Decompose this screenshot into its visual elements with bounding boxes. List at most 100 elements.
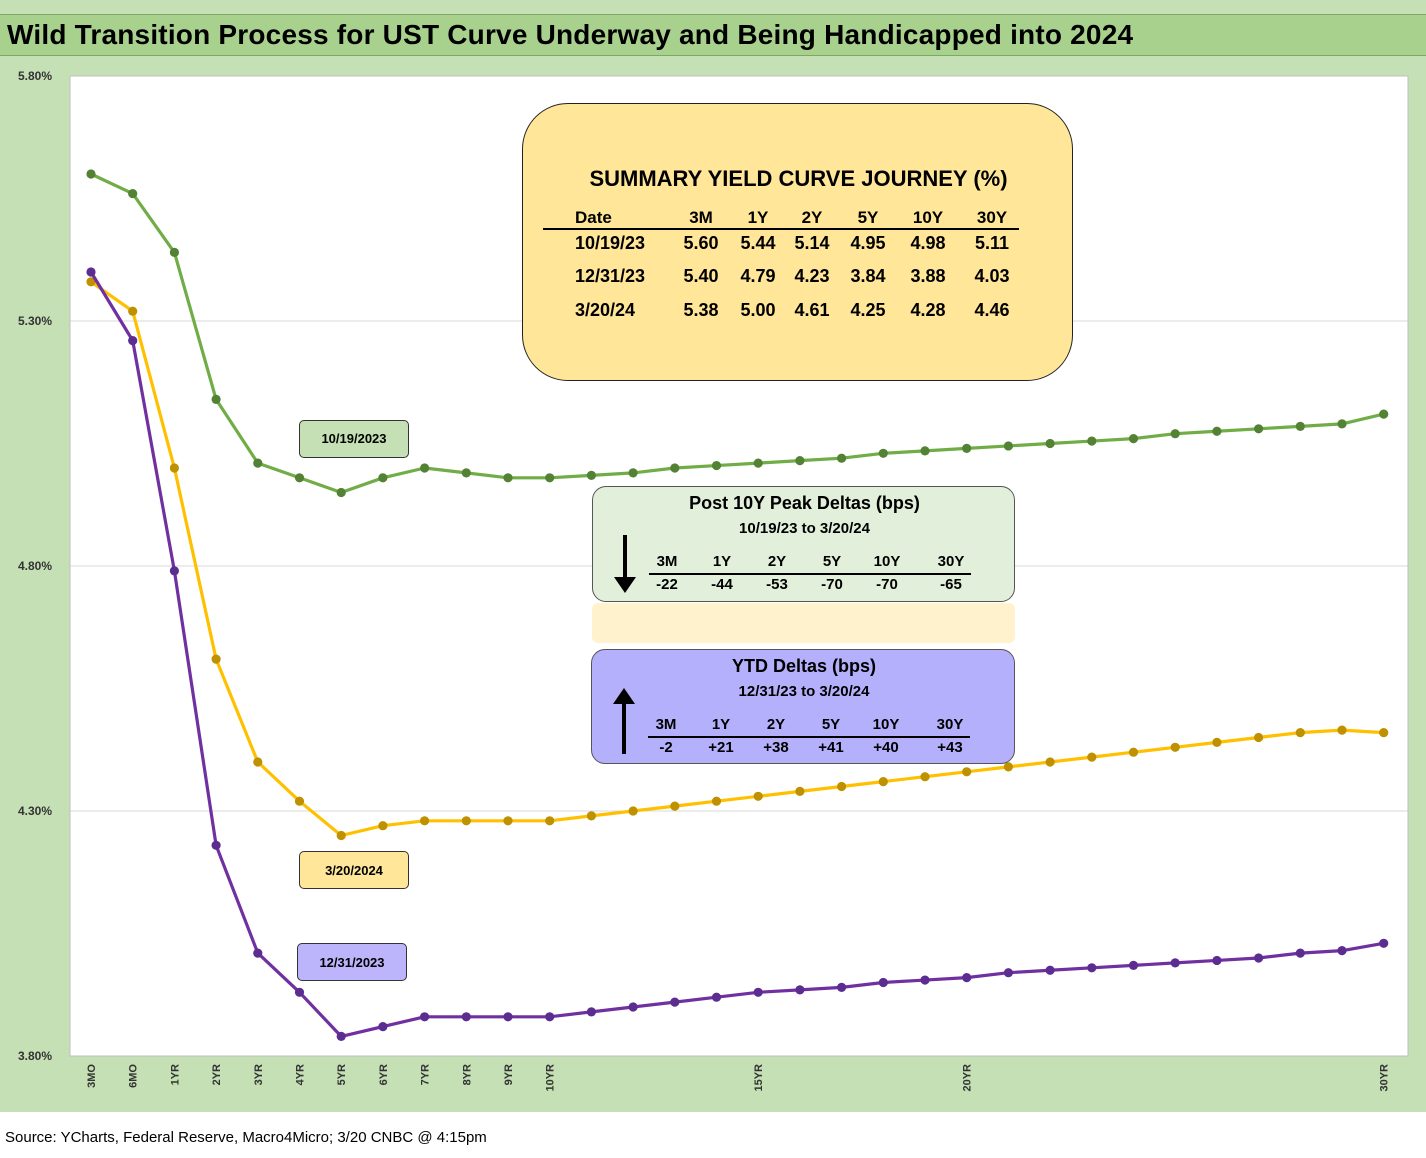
series-label-green-text: 10/19/2023 — [321, 431, 387, 446]
data-point — [711, 992, 722, 1002]
data-point — [503, 816, 513, 826]
data-point — [1128, 434, 1139, 444]
plot-border — [69, 75, 1409, 1057]
data-point — [1295, 948, 1305, 958]
data-point — [503, 1012, 513, 1022]
data-point — [1295, 728, 1305, 738]
peak-deltas-header: 1Y — [712, 553, 732, 570]
x-tick-label: 6MO — [128, 1064, 140, 1088]
summary-cell: 4.46 — [974, 300, 1010, 320]
data-point — [711, 460, 722, 471]
data-point — [962, 443, 972, 453]
data-point — [169, 247, 179, 257]
peak-deltas-title: Post 10Y Peak Deltas (bps) — [689, 493, 920, 513]
series-line-2 — [89, 271, 1384, 1039]
data-point — [169, 463, 179, 473]
data-point — [461, 816, 471, 826]
data-point — [545, 473, 555, 483]
data-point — [920, 772, 930, 782]
spacer-box — [592, 603, 1015, 643]
data-point — [336, 487, 346, 498]
data-point — [420, 1012, 430, 1022]
peak-deltas-header: 3M — [656, 553, 678, 570]
x-tick-label: 2YR — [211, 1064, 223, 1085]
x-tick-label: 4YR — [295, 1064, 307, 1085]
data-point — [753, 791, 763, 801]
data-point — [586, 1007, 597, 1017]
data-point — [211, 654, 221, 664]
data-point — [294, 796, 305, 806]
data-point — [128, 189, 138, 199]
data-point — [1254, 732, 1264, 743]
data-point — [1128, 747, 1139, 757]
data-point — [86, 277, 96, 287]
data-point — [1337, 725, 1347, 735]
peak-deltas-header-rule — [649, 573, 971, 575]
y-tick-label: 5.30% — [18, 314, 52, 328]
summary-header: Date — [575, 208, 612, 227]
ytd-deltas-header-rule — [648, 736, 970, 738]
x-tick-label: 6YR — [378, 1064, 390, 1085]
data-point — [837, 781, 847, 792]
data-point — [420, 816, 430, 826]
ytd-deltas-value: +38 — [763, 739, 789, 756]
series-line-1 — [90, 280, 1384, 838]
summary-cell: 4.03 — [974, 266, 1010, 286]
x-tick-label: 5YR — [336, 1064, 348, 1085]
ytd-deltas-value: +40 — [873, 739, 899, 756]
data-point — [962, 973, 972, 983]
title-bar: Wild Transition Process for UST Curve Un… — [0, 14, 1426, 56]
data-point — [628, 806, 638, 816]
data-point — [253, 757, 263, 767]
data-point — [211, 840, 221, 850]
series-label-green: 10/19/2023 — [299, 420, 409, 458]
x-tick-label: 10YR — [545, 1064, 557, 1092]
data-point — [1087, 752, 1097, 762]
data-point — [1170, 742, 1180, 752]
data-point — [86, 169, 96, 179]
chart-title: Wild Transition Process for UST Curve Un… — [7, 19, 1134, 50]
summary-header: 1Y — [747, 208, 769, 227]
summary-cell: 12/31/23 — [575, 266, 646, 286]
summary-cell: 5.38 — [683, 300, 719, 320]
data-point — [253, 458, 263, 468]
y-tick-label: 5.80% — [18, 69, 52, 83]
peak-deltas-header: 5Y — [822, 553, 842, 570]
data-point — [1379, 938, 1389, 948]
source-note: Source: YCharts, Federal Reserve, Macro4… — [5, 1129, 487, 1146]
series-label-yellow-text: 3/20/2024 — [325, 863, 383, 878]
data-point — [420, 463, 430, 473]
data-point — [1295, 421, 1305, 431]
data-point — [211, 394, 221, 404]
data-point — [628, 468, 638, 478]
data-point — [878, 977, 888, 988]
data-point — [670, 463, 680, 473]
y-tick-label: 4.30% — [18, 804, 52, 818]
data-point — [545, 816, 555, 826]
summary-cell: 3.84 — [850, 266, 886, 286]
summary-cell: 5.60 — [683, 233, 719, 253]
data-point — [1045, 757, 1055, 767]
ytd-deltas-value: -2 — [659, 739, 673, 756]
data-point — [878, 777, 888, 787]
summary-cell: 5.11 — [974, 233, 1010, 253]
ytd-deltas-subtitle: 12/31/23 to 3/20/24 — [738, 683, 870, 700]
data-point — [1212, 955, 1222, 966]
summary-cell: 10/19/23 — [575, 233, 646, 253]
arrow-down-icon — [614, 535, 636, 593]
data-point — [1003, 762, 1014, 772]
peak-deltas-value: -22 — [656, 576, 678, 593]
data-point — [336, 830, 346, 841]
summary-title: SUMMARY YIELD CURVE JOURNEY (%) — [589, 166, 1008, 191]
data-point — [336, 1031, 346, 1041]
data-point — [128, 306, 138, 316]
summary-cell: 3/20/24 — [575, 300, 636, 320]
x-tick-label: 15YR — [753, 1064, 765, 1092]
peak-deltas-value: -70 — [876, 576, 898, 593]
data-point — [1087, 436, 1097, 446]
x-tick-label: 3MO — [86, 1064, 98, 1088]
data-point — [1212, 426, 1222, 436]
data-point — [1379, 409, 1389, 419]
data-point — [1337, 419, 1347, 429]
data-point — [920, 446, 930, 456]
